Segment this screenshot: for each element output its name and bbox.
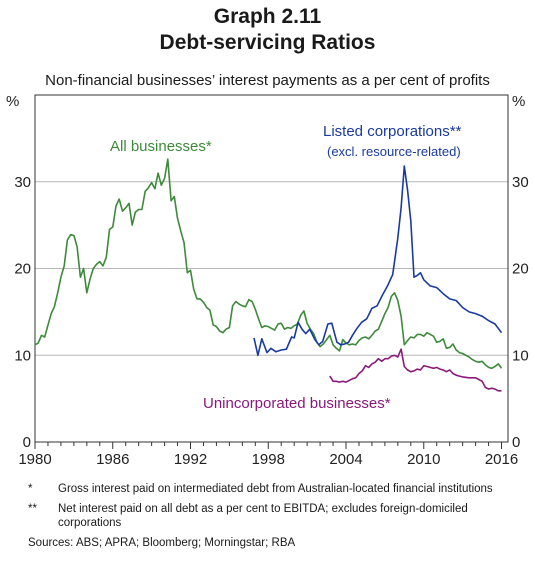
y-tick-label-left: 20: [14, 261, 31, 278]
y-tick-label-left: 10: [14, 347, 31, 364]
title-block: Graph 2.11 Debt-servicing Ratios: [0, 4, 535, 56]
notes-block: * Gross interest paid on intermediated d…: [28, 482, 508, 550]
annotation-unincorporated: Unincorporated businesses*: [203, 395, 391, 412]
y-unit-left: %: [6, 93, 19, 110]
x-tick-label: 2004: [329, 451, 362, 468]
y-tick-label-right: 30: [512, 174, 529, 191]
chart-subtitle: Non-financial businesses’ interest payme…: [45, 72, 490, 89]
y-tick-label-right: 10: [512, 347, 529, 364]
x-tick-label: 1986: [96, 451, 129, 468]
annotation-listed-corporations: Listed corporations**: [323, 123, 462, 140]
series-line-all-businesses: [34, 158, 503, 370]
graph-label: Graph 2.11: [213, 5, 322, 28]
series-line-unincorporated-businesses: [329, 348, 502, 392]
footnote-text: Gross interest paid on intermediated deb…: [58, 483, 493, 495]
y-unit-right: %: [512, 93, 525, 110]
chart-area: 0 0 10 10 20 20 30 30% % 1980 1986 1992 1998 2004 2010…: [6, 93, 529, 468]
annotation-listed-note: (excl. resource-related): [327, 144, 461, 159]
series-line-listed-corporations: [253, 165, 503, 357]
x-tick-label: 1998: [252, 451, 285, 468]
footnote-marker: **: [28, 503, 37, 515]
y-tick-label-right: 0: [512, 434, 520, 451]
x-tick-label: 2016: [485, 451, 518, 468]
sources-line: Sources: ABS; APRA; Bloomberg; Morningst…: [28, 537, 296, 549]
annotation-all-businesses: All businesses*: [110, 138, 212, 155]
x-tick-label: 2010: [407, 451, 440, 468]
y-tick-label-left: 0: [23, 434, 31, 451]
footnote-text: Net interest paid on all debt as a per c…: [58, 503, 468, 529]
footnote-2: ** Net interest paid on all debt as a pe…: [28, 502, 508, 530]
x-tick-label: 1980: [18, 451, 51, 468]
y-tick-label-right: 20: [512, 261, 529, 278]
x-tick-label: 1992: [174, 451, 207, 468]
plot-frame: [34, 94, 509, 443]
chart-title: Debt-servicing Ratios: [159, 31, 376, 54]
footnote-1: * Gross interest paid on intermediated d…: [28, 482, 508, 496]
y-tick-label-left: 30: [14, 174, 31, 191]
footnote-marker: *: [28, 483, 33, 495]
